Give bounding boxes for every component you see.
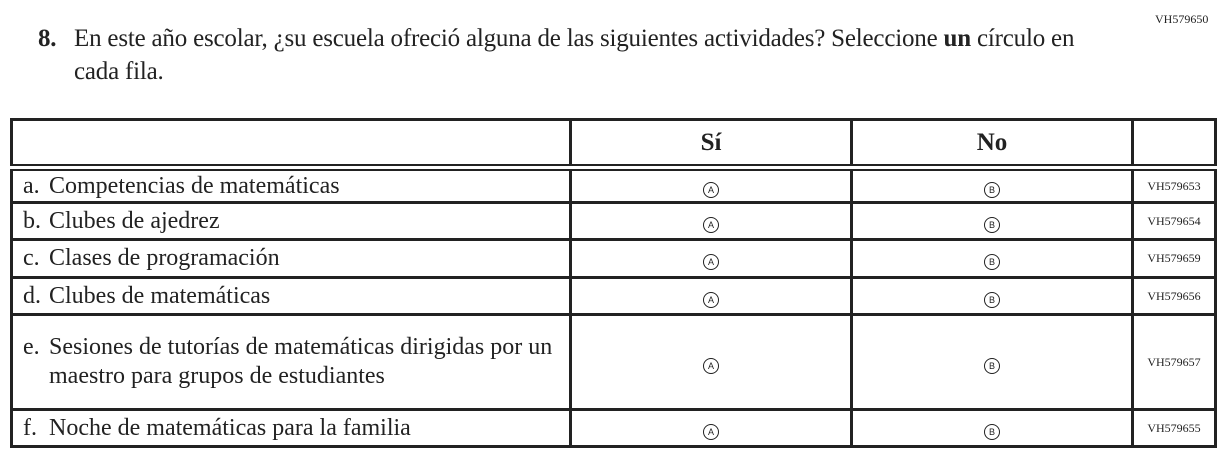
item-code: VH579650 <box>1155 12 1209 26</box>
table-row: c. Clases de programación A B VH579659 <box>10 238 1217 279</box>
row-letter: a. <box>23 172 40 199</box>
header-yes: Sí <box>569 118 853 171</box>
bubble-a[interactable]: A <box>703 181 719 198</box>
bubble-a[interactable]: A <box>703 254 719 270</box>
yes-cell[interactable]: A <box>569 408 853 448</box>
row-code: VH579653 <box>1131 166 1217 204</box>
bubble-b[interactable]: B <box>984 357 1000 374</box>
no-cell[interactable]: B <box>850 408 1134 448</box>
question-text-part: círculo en cada fila. <box>74 25 1075 85</box>
response-table: Sí No a. Competencias de matemáticas A B V… <box>10 118 1217 448</box>
no-cell[interactable]: B <box>850 201 1134 241</box>
row-letter: d. <box>23 282 41 309</box>
no-cell[interactable]: B <box>850 313 1134 411</box>
row-label: e. Sesiones de tutorías de matemáticas di… <box>10 313 572 411</box>
row-letter: b. <box>23 207 41 234</box>
yes-cell[interactable]: A <box>569 276 853 316</box>
bubble-b[interactable]: B <box>984 181 1000 198</box>
row-label: c. Clases de programación <box>10 238 572 279</box>
question-emphasis: un <box>943 25 972 52</box>
row-code: VH579659 <box>1131 238 1217 279</box>
table-row: b. Clubes de ajedrez A B VH579654 <box>10 201 1217 241</box>
bubble-b[interactable]: B <box>984 254 1000 270</box>
row-text: Clubes de matemáticas <box>49 282 271 309</box>
bubble-b[interactable]: B <box>984 216 1000 233</box>
row-text: Competencias de matemáticas <box>49 172 340 199</box>
row-code: VH579654 <box>1131 201 1217 241</box>
header-no: No <box>850 118 1134 171</box>
yes-cell[interactable]: A <box>569 166 853 204</box>
row-text: Noche de matemáticas para la familia <box>49 414 411 441</box>
question-text: En este año escolar, ¿su escuela ofreció… <box>74 22 1114 88</box>
row-letter: f. <box>23 414 37 441</box>
yes-cell[interactable]: A <box>569 201 853 241</box>
row-text: Clases de programación <box>49 245 280 271</box>
row-label: f. Noche de matemáticas para la familia <box>10 408 572 448</box>
row-label: b. Clubes de ajedrez <box>10 201 572 241</box>
bubble-b[interactable]: B <box>984 291 1000 308</box>
table-row: a. Competencias de matemáticas A B VH5796… <box>10 166 1217 204</box>
bubble-b[interactable]: B <box>984 423 1000 440</box>
no-cell[interactable]: B <box>850 276 1134 316</box>
table-row: d. Clubes de matemáticas A B VH579656 <box>10 276 1217 316</box>
bubble-a[interactable]: A <box>703 423 719 440</box>
row-text: Sesiones de tutorías de matemáticas diri… <box>49 334 553 389</box>
row-label: a. Competencias de matemáticas <box>10 166 572 204</box>
question-text-part: En este año escolar, ¿su escuela ofreció… <box>74 25 944 52</box>
question-number: 8. <box>38 25 57 52</box>
header-blank <box>10 118 572 171</box>
table-row: e. Sesiones de tutorías de matemáticas di… <box>10 313 1217 411</box>
row-code: VH579657 <box>1131 313 1217 411</box>
yes-cell[interactable]: A <box>569 238 853 279</box>
row-label: d. Clubes de matemáticas <box>10 276 572 316</box>
table-row: f. Noche de matemáticas para la familia A… <box>10 408 1217 448</box>
no-cell[interactable]: B <box>850 238 1134 279</box>
header-code <box>1131 118 1217 171</box>
row-letter: e. <box>23 334 40 360</box>
no-cell[interactable]: B <box>850 166 1134 204</box>
row-code: VH579656 <box>1131 276 1217 316</box>
row-text: Clubes de ajedrez <box>49 207 220 234</box>
yes-cell[interactable]: A <box>569 313 853 411</box>
bubble-a[interactable]: A <box>703 216 719 233</box>
row-letter: c. <box>23 245 40 271</box>
bubble-a[interactable]: A <box>703 357 719 374</box>
bubble-a[interactable]: A <box>703 291 719 308</box>
row-code: VH579655 <box>1131 408 1217 448</box>
